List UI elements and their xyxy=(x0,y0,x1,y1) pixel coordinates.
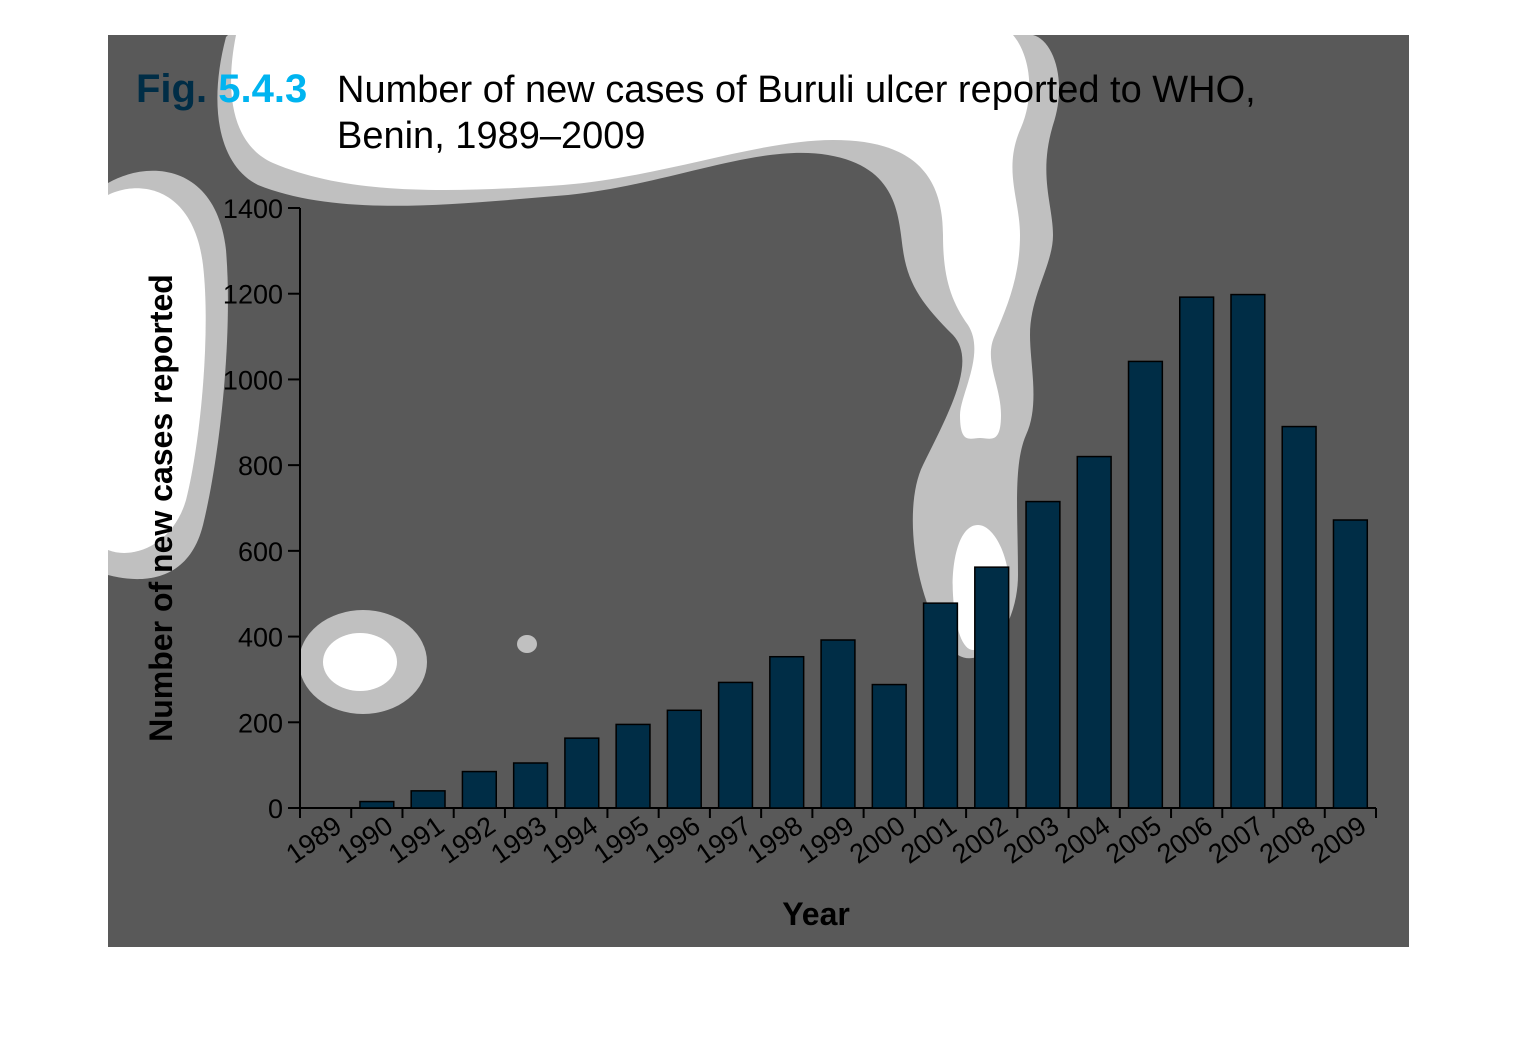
y-axis-ticks: 0 200 400 600 800 1000 1200 1400 xyxy=(223,194,300,824)
bar-2004 xyxy=(1076,455,1112,809)
y-tick-label: 1200 xyxy=(223,280,283,310)
y-tick-label: 600 xyxy=(238,537,283,567)
x-tick-label: 1989 xyxy=(281,810,347,869)
x-tick-label: 2004 xyxy=(1049,810,1115,869)
bar-1998 xyxy=(769,655,805,809)
y-tick-label: 1400 xyxy=(223,194,283,224)
bar-1995 xyxy=(615,723,651,809)
x-tick-label: 1999 xyxy=(793,810,859,869)
x-axis-ticks: 1989199019911992199319941995199619971998… xyxy=(281,808,1377,869)
bar-series xyxy=(359,293,1369,809)
y-axis-title: Number of new cases reported xyxy=(143,274,179,742)
x-tick-label: 2005 xyxy=(1100,810,1166,869)
bar-1996 xyxy=(666,709,702,809)
top-blob-outer xyxy=(217,35,1060,659)
bar-1997 xyxy=(717,681,754,809)
bar-chart: Fig. 5.4.3 Number of new cases of Buruli… xyxy=(108,35,1377,932)
bar-2009 xyxy=(1332,519,1369,809)
bar-2002 xyxy=(974,566,1010,809)
x-tick-label: 1995 xyxy=(588,810,654,869)
x-tick-label: 1998 xyxy=(742,810,808,869)
bar-2000 xyxy=(871,683,907,809)
bar-2005 xyxy=(1127,360,1164,809)
bar-1991 xyxy=(410,790,446,809)
x-tick-label: 2002 xyxy=(947,810,1013,869)
x-axis-title: Year xyxy=(782,896,850,932)
x-tick-label: 2001 xyxy=(895,810,961,869)
x-tick-label: 1990 xyxy=(332,810,398,869)
x-tick-label: 2003 xyxy=(998,810,1064,869)
x-tick-label: 1996 xyxy=(639,810,705,869)
fig-number: 5.4.3 xyxy=(218,67,307,111)
y-tick-label: 0 xyxy=(268,794,283,824)
overlay-blobs xyxy=(108,35,1060,714)
bar-2003 xyxy=(1025,500,1061,809)
bar-1992 xyxy=(461,770,497,809)
figure-panel: Fig. 5.4.3 Number of new cases of Buruli… xyxy=(108,35,1409,947)
top-blob-inner xyxy=(231,35,1030,439)
bar-2006 xyxy=(1179,296,1215,809)
x-tick-label: 1991 xyxy=(383,810,449,869)
y-tick-label: 400 xyxy=(238,623,283,653)
x-tick-label: 2007 xyxy=(1203,810,1269,869)
chart-title-line-2: Benin, 1989–2009 xyxy=(337,115,646,157)
x-tick-label: 1993 xyxy=(486,810,552,869)
bar-1993 xyxy=(512,762,549,809)
y-tick-label: 200 xyxy=(238,708,283,738)
y-tick-label: 800 xyxy=(238,451,283,481)
bar-2007 xyxy=(1230,293,1266,809)
figure-heading: Fig. 5.4.3 xyxy=(136,67,307,111)
x-tick-label: 2008 xyxy=(1254,810,1320,869)
x-tick-label: 2009 xyxy=(1305,810,1371,869)
x-tick-label: 2006 xyxy=(1152,810,1218,869)
chart-title-line-1: Number of new cases of Buruli ulcer repo… xyxy=(337,69,1256,111)
tiny-dot xyxy=(517,635,537,653)
small-blob-inner xyxy=(323,633,397,691)
bar-2001 xyxy=(922,602,959,809)
bar-2008 xyxy=(1281,425,1317,809)
left-blob-inner xyxy=(108,188,206,553)
y-tick-label: 1000 xyxy=(223,365,283,395)
bar-1999 xyxy=(820,639,856,809)
x-tick-label: 1994 xyxy=(537,810,603,869)
bar-1994 xyxy=(564,737,600,809)
bar-1990 xyxy=(359,800,395,809)
x-tick-label: 1997 xyxy=(690,810,756,869)
fig-prefix: Fig. xyxy=(136,67,218,111)
x-tick-label: 2000 xyxy=(844,810,910,869)
x-tick-label: 1992 xyxy=(434,810,500,869)
